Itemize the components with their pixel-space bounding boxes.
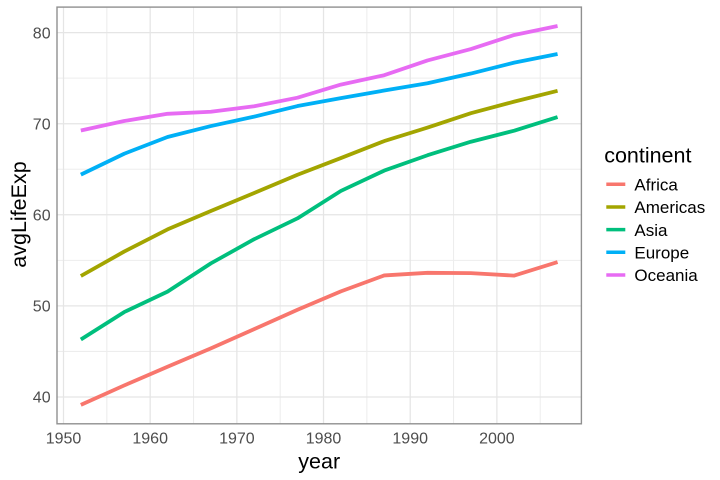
svg-text:avgLifeExp: avgLifeExp <box>7 161 31 267</box>
svg-text:50: 50 <box>33 299 51 316</box>
svg-text:year: year <box>298 449 340 473</box>
svg-text:Africa: Africa <box>634 176 678 195</box>
svg-text:Oceania: Oceania <box>634 266 698 285</box>
svg-text:70: 70 <box>33 116 51 133</box>
svg-text:2000: 2000 <box>479 430 515 447</box>
svg-text:1980: 1980 <box>306 430 342 447</box>
svg-text:80: 80 <box>33 25 51 42</box>
svg-text:Americas: Americas <box>634 198 705 217</box>
svg-text:1970: 1970 <box>219 430 255 447</box>
svg-text:Europe: Europe <box>634 243 689 262</box>
svg-text:60: 60 <box>33 207 51 224</box>
svg-text:40: 40 <box>33 390 51 407</box>
svg-text:1960: 1960 <box>132 430 168 447</box>
svg-text:1990: 1990 <box>392 430 428 447</box>
svg-text:Asia: Asia <box>634 221 668 240</box>
svg-text:1950: 1950 <box>46 430 82 447</box>
svg-text:continent: continent <box>604 143 691 167</box>
